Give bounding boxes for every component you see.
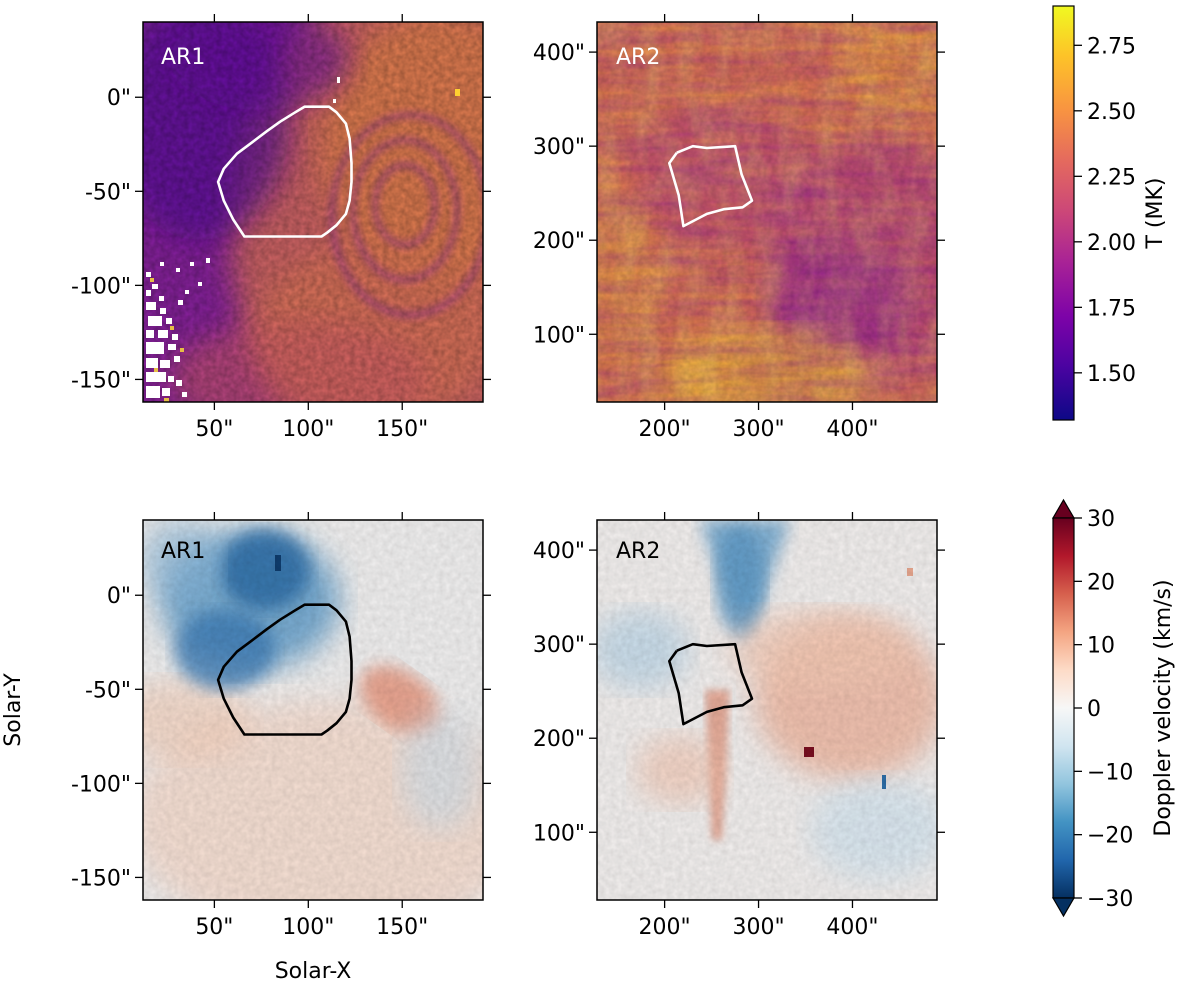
contour-ar2-temperature [667,144,754,228]
colorbar-doppler-ticks: 30 20 10 0 −10 −20 −30 [1074,507,1133,912]
contour-ar2-doppler [667,642,754,726]
colorbar-tick-label: 20 [1087,570,1115,595]
x-tick-label: 300" [732,915,784,940]
axes-frame-ar2-temperature [596,21,938,403]
ticks-ar2-temperature: 200" 300" 400" 100" 200" 300" 400" [533,14,945,442]
y-tick-label: -100" [71,772,131,797]
heatmap-image-ar1-temperature [143,22,483,402]
panel-ar2-doppler: AR2 200" 300" 400" 100" 200" 300" 400" [533,512,945,940]
x-tick-label: 50" [195,915,233,940]
colorbar-doppler-label: Doppler velocity (km/s) [1151,579,1176,836]
y-tick-label: -100" [71,274,131,299]
contour-ar1-doppler [216,603,353,736]
y-tick-label: 0" [107,86,131,111]
x-tick-label: 300" [732,417,784,442]
colorbar-tick-label: 1.75 [1087,296,1136,321]
panel-ar2-temperature: AR2 200" 300" 400" 100" 200" 300" 400" [533,14,945,442]
x-tick-label: 100" [282,915,334,940]
panel-label-ar2-doppler: AR2 [616,539,660,564]
x-tick-label: 50" [195,417,233,442]
y-axis-title: Solar-Y [1,673,26,747]
colorbar-tick-label: 30 [1087,507,1115,532]
x-tick-label: 400" [826,915,878,940]
y-tick-label: 300" [533,633,585,658]
y-tick-label: 400" [533,539,585,564]
y-tick-label: 200" [533,229,585,254]
panel-label-ar1-temperature: AR1 [161,45,205,70]
colorbar-tick-label: 0 [1087,697,1101,722]
ticks-ar1-temperature: 50" 100" 150" 0" -50" -100" -150" [71,14,491,442]
y-tick-label: 300" [533,135,585,160]
ticks-ar2-doppler: 200" 300" 400" 100" 200" 300" 400" [533,512,945,940]
axes-frame-ar1-temperature [142,21,484,403]
heatmap-image-ar2-doppler [597,520,937,900]
axes-frame-ar2-doppler [596,519,938,901]
panel-ar1-doppler: AR1 50" 100" 150" 0" -50" -100" -150" [71,512,491,940]
x-tick-label: 150" [376,915,428,940]
y-tick-label: 0" [107,584,131,609]
contour-ar1-temperature [216,105,353,238]
colorbar-doppler-gradient [1052,517,1075,899]
x-axis-title: Solar-X [275,959,352,984]
x-tick-label: 150" [376,417,428,442]
panel-label-ar2-temperature: AR2 [616,45,660,70]
panel-ar1-temperature: AR1 50" 100" 150" 0" -50" -100" -150" [71,14,491,442]
axes-frame-ar1-doppler [142,519,484,901]
colorbar-tick-label: 1.50 [1087,362,1136,387]
panel-label-ar1-doppler: AR1 [161,539,205,564]
colorbar-temperature-ticks: 1.50 1.75 2.00 2.25 2.50 2.75 [1074,34,1136,387]
ticks-ar1-doppler: 50" 100" 150" 0" -50" -100" -150" [71,512,491,940]
colorbar-tick-label: 2.50 [1087,100,1136,125]
colorbar-tick-label: −20 [1087,824,1133,849]
colorbar-tick-label: −10 [1087,760,1133,785]
colorbar-doppler-extend-bottom [1051,897,1076,918]
colorbar-tick-label: 10 [1087,634,1115,659]
y-tick-label: 100" [533,821,585,846]
colorbar-tick-label: 2.25 [1087,165,1136,190]
y-tick-label: -50" [85,678,131,703]
heatmap-image-ar1-doppler [143,520,483,900]
y-tick-label: 200" [533,727,585,752]
colorbar-tick-label: 2.75 [1087,34,1136,59]
colorbar-doppler: 30 20 10 0 −10 −20 −30 Doppler velocity (km/s) [1051,498,1176,918]
colorbar-doppler-extend-top [1051,498,1076,519]
y-tick-label: -150" [71,866,131,891]
colorbar-temperature: 1.50 1.75 2.00 2.25 2.50 2.75 T (MK) [1052,5,1168,421]
colorbar-tick-label: −30 [1087,887,1133,912]
x-tick-label: 200" [639,915,691,940]
colorbar-tick-label: 2.00 [1087,231,1136,256]
x-tick-label: 100" [282,417,334,442]
colorbar-temperature-label: T (MK) [1143,177,1168,249]
y-tick-label: 400" [533,41,585,66]
heatmap-image-ar2-temperature [597,22,937,402]
y-tick-label: -50" [85,180,131,205]
x-tick-label: 200" [639,417,691,442]
y-tick-label: 100" [533,323,585,348]
colorbar-temperature-gradient [1052,5,1075,421]
y-tick-label: -150" [71,368,131,393]
x-tick-label: 400" [826,417,878,442]
